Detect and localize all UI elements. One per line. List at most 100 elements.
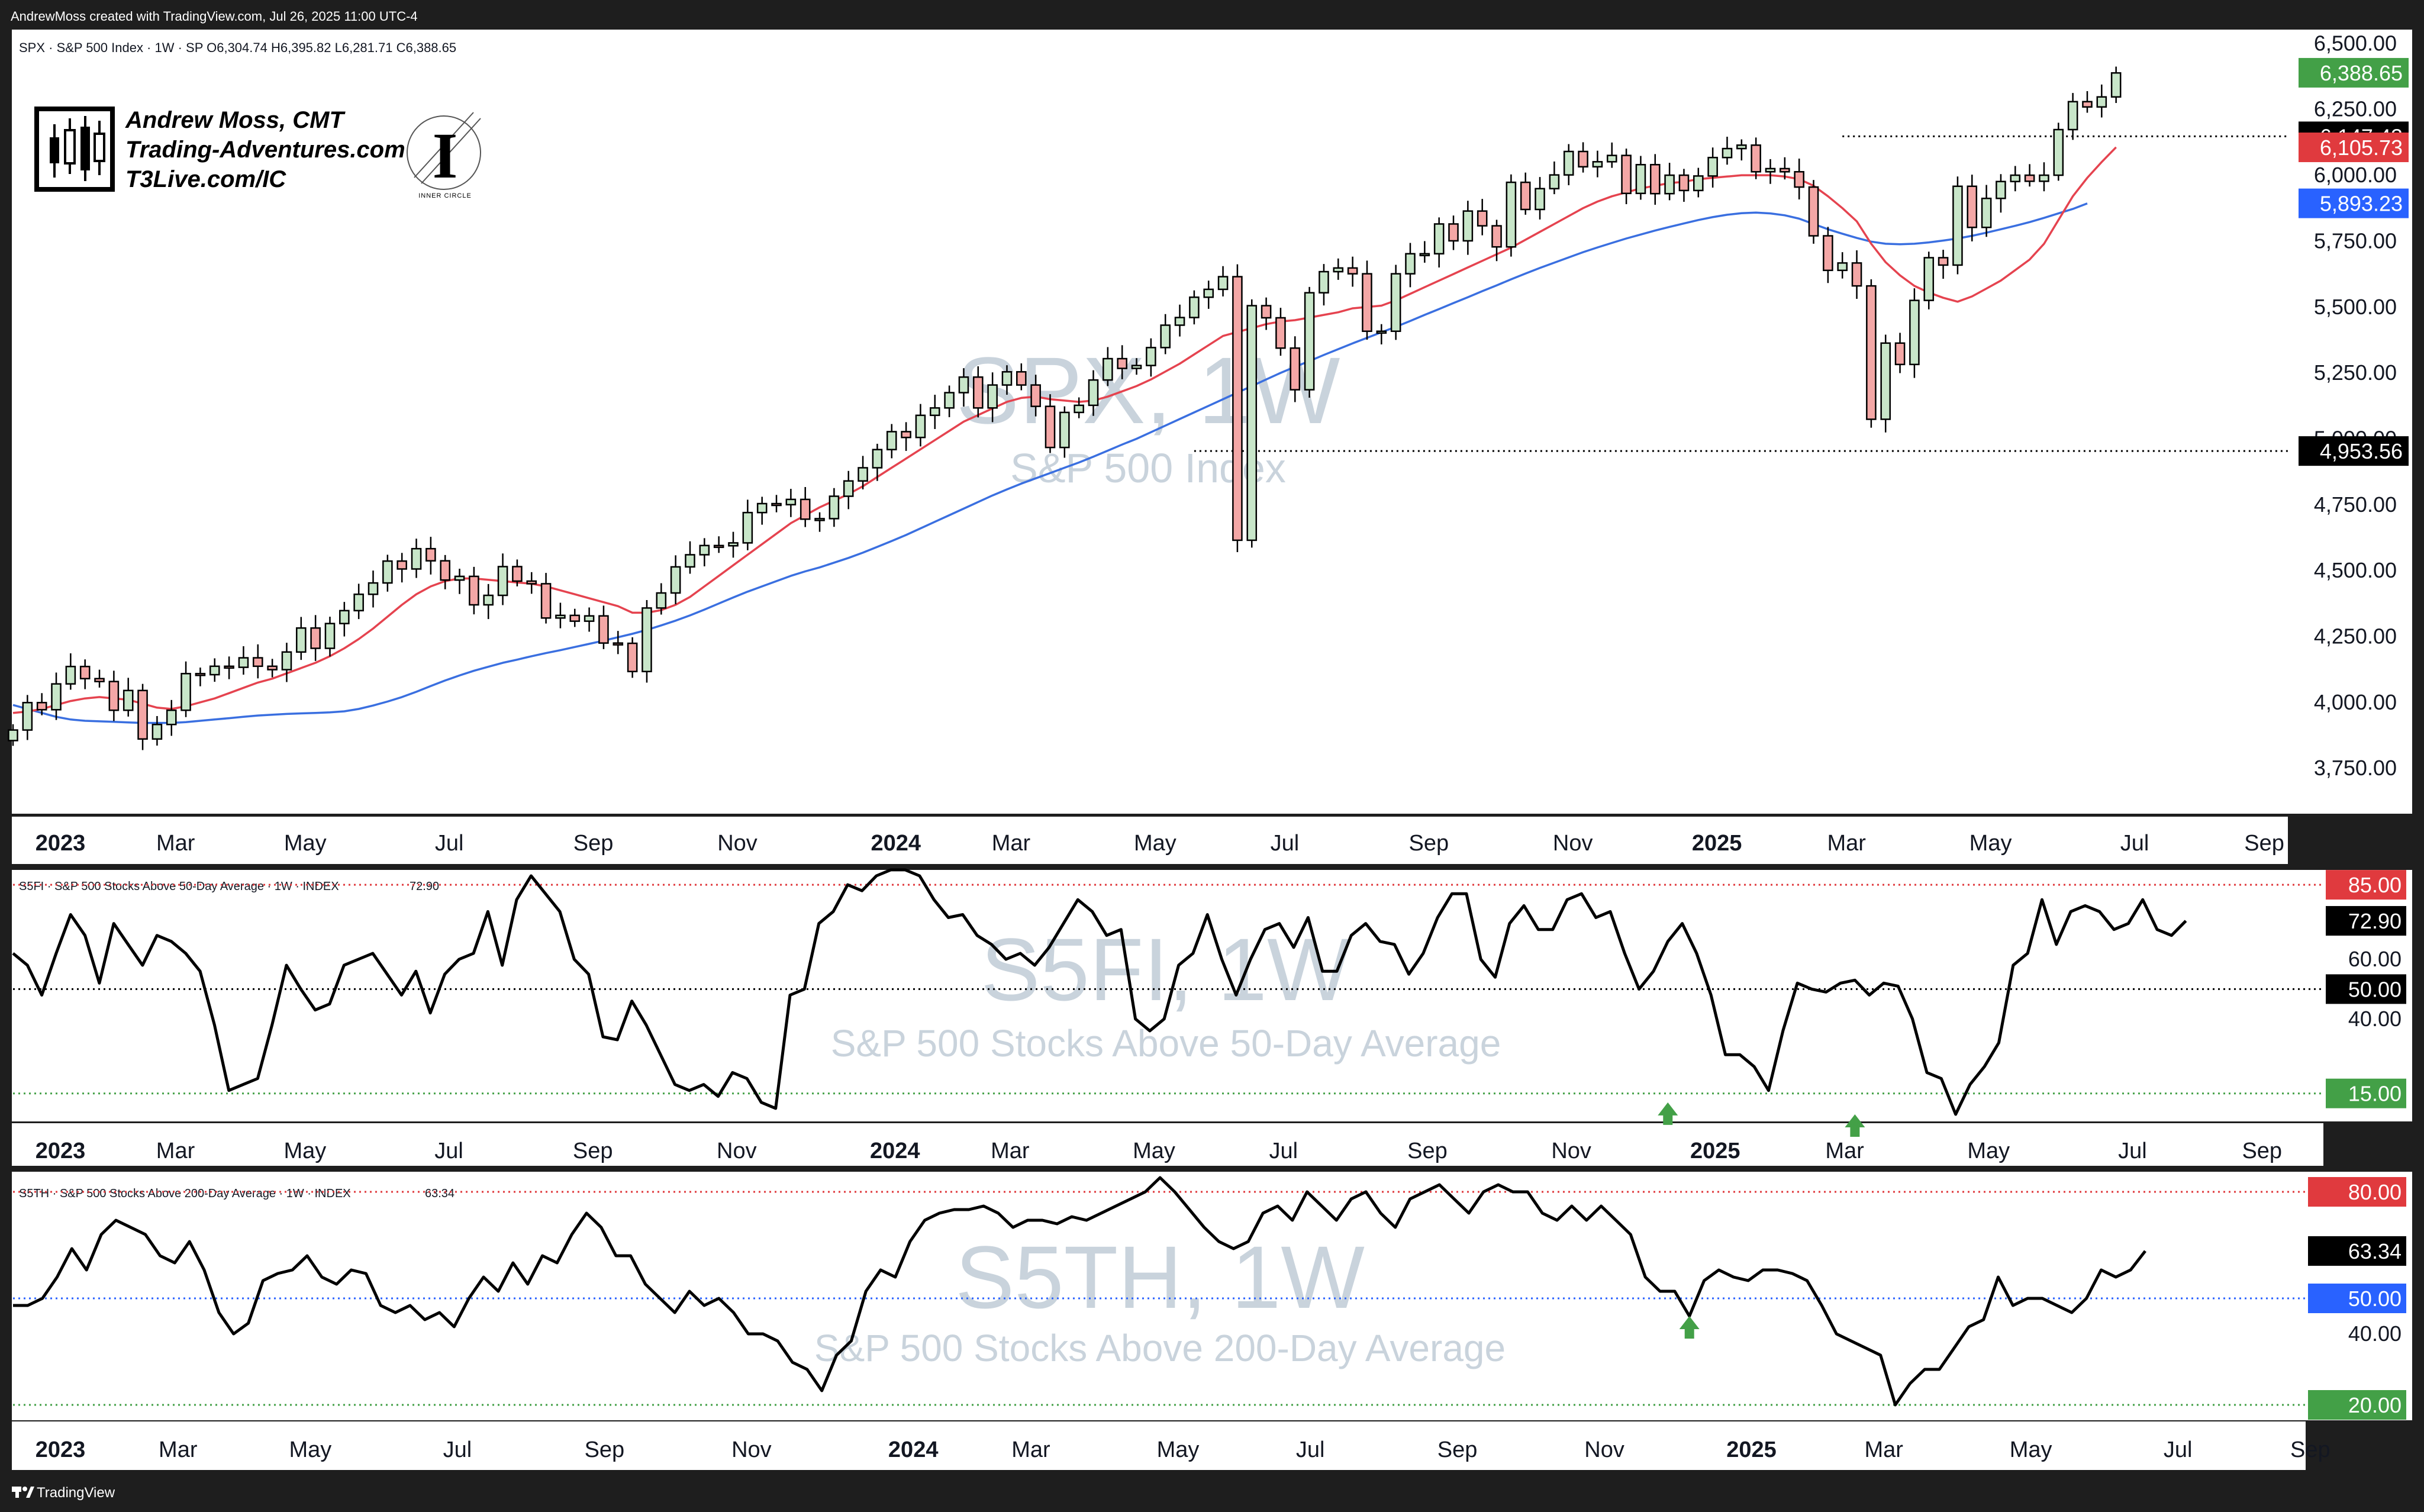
spx-candle-body	[180, 673, 191, 711]
spx-candle-body	[987, 384, 998, 409]
spx-candle	[1578, 142, 1588, 173]
spx-candle	[1506, 174, 1517, 257]
spx-candle-body	[1146, 347, 1156, 366]
spx-candle	[699, 538, 710, 567]
spx-candle	[1319, 264, 1329, 306]
spx-candle	[2067, 93, 2078, 140]
plot-layer: 6,500.00 6,250.00 6,000.00 5,750.00 5,500.00…	[8, 31, 2409, 1462]
spx-candle-body	[1952, 185, 1963, 266]
spx-candle	[209, 658, 220, 682]
spx-candle-body	[224, 665, 234, 669]
spx-candle	[728, 531, 739, 558]
spx-candle	[1217, 266, 1229, 296]
inner-circle-caption: INNER CIRCLE	[418, 192, 472, 199]
spx-candle-body	[324, 623, 336, 649]
spx-candle	[1967, 175, 1978, 241]
spx-candle-body	[555, 614, 566, 619]
branding-site: Trading-Adventures.com	[125, 137, 405, 163]
spx-candle	[1160, 314, 1171, 354]
spx-candle-body	[1736, 144, 1747, 150]
s5th-level-label: 20.00	[2308, 1390, 2406, 1420]
s5th-last-value-label: 63.34	[2308, 1236, 2406, 1266]
spx-candle-body	[2010, 174, 2021, 182]
spx-candle	[526, 572, 537, 594]
spx-candle-body	[1462, 210, 1474, 242]
spx-y-tick-label: 4,250.00	[2314, 624, 2397, 648]
spx-candle-body	[814, 518, 825, 521]
spx-candle	[497, 553, 508, 605]
spx-candle	[2010, 166, 2021, 192]
spx-candle-body	[411, 547, 422, 570]
s5th-line	[13, 1176, 2146, 1407]
spx-candle	[872, 443, 883, 481]
spx-candle	[382, 554, 393, 592]
spx-candle-body	[1174, 317, 1185, 326]
spx-candle-body	[2053, 128, 2064, 176]
x-tick-label: Jul	[2164, 1437, 2193, 1462]
x-tick-label: 2024	[888, 1437, 939, 1462]
x-tick-label: Sep	[2242, 1139, 2282, 1163]
spx-candle-body	[1030, 384, 1041, 407]
x-tick-label: Sep	[2290, 1437, 2330, 1462]
spx-candle	[1635, 156, 1646, 200]
spx-candle-body	[1693, 175, 1704, 192]
branding-block: Andrew Moss, CMT Trading-Adventures.com …	[34, 107, 481, 199]
x-tick-label: Nov	[731, 1437, 772, 1462]
candlestick-logo-icon	[34, 107, 115, 192]
spx-price-label: 6,105.73	[2299, 132, 2409, 162]
spx-candle-body	[771, 502, 782, 507]
spx-candle	[1419, 241, 1430, 263]
x-tick-label: Mar	[1827, 831, 1866, 856]
spx-candle	[1433, 217, 1445, 267]
spx-candle-body	[382, 560, 393, 584]
x-tick-label: Mar	[1011, 1437, 1050, 1462]
spx-candle	[51, 672, 62, 720]
spx-y-tick-label: 4,000.00	[2314, 690, 2397, 714]
chart-attribution: AndrewMoss created with TradingView.com,…	[11, 9, 418, 24]
spx-candle-body	[1837, 262, 1848, 272]
spx-candle-body	[1592, 161, 1603, 168]
x-tick-label: Jul	[2118, 1139, 2147, 1163]
spx-candle	[1794, 158, 1804, 200]
spx-candle	[324, 617, 336, 657]
spx-candle	[1549, 161, 1560, 195]
spx-candle	[1823, 227, 1833, 283]
s5fi-level-label-box	[2326, 974, 2406, 1004]
x-tick-label: 2024	[870, 1139, 920, 1163]
s5fi-pane	[12, 870, 2323, 1121]
spx-candle-body	[1477, 210, 1488, 227]
spx-candle-body	[1131, 365, 1142, 369]
x-tick-label: May	[1967, 1139, 2010, 1163]
spx-candle	[1707, 147, 1718, 188]
spx-candle-body	[339, 610, 350, 624]
spx-candle	[540, 573, 552, 624]
spx-candle	[1376, 324, 1387, 344]
s5fi-watermark: S5FI, 1W	[981, 920, 1351, 1019]
spx-candle-body	[2096, 96, 2107, 108]
spx-candle	[94, 669, 105, 688]
spx-candle-body	[1319, 270, 1329, 294]
spx-candle	[1765, 159, 1776, 184]
spx-candle	[339, 602, 350, 637]
spx-candle	[1996, 174, 2006, 213]
spx-candle	[1304, 286, 1315, 398]
spx-candle-body	[1880, 342, 1891, 420]
spx-candle-body	[152, 724, 163, 740]
s5th-level-label: 50.00	[2308, 1284, 2406, 1313]
spx-candle-body	[22, 702, 33, 731]
spx-candle	[1909, 288, 1920, 378]
spx-candle-body	[1001, 371, 1013, 386]
spx-candle-body	[699, 544, 710, 556]
spx-candle-body	[1866, 285, 1877, 420]
spx-candle-body	[252, 657, 263, 668]
x-tick-label: 2023	[36, 831, 86, 856]
spx-candle	[756, 497, 768, 525]
spx-y-tick-label: 5,250.00	[2314, 360, 2397, 385]
x-tick-label: May	[1970, 831, 2012, 856]
spx-candle	[800, 486, 811, 527]
s5th-symbol-line-group: S5TH · S&P 500 Stocks Above 200-Day Aver…	[19, 1187, 454, 1200]
spx-candle	[22, 695, 33, 740]
spx-candle-body	[1794, 171, 1804, 188]
x-tick-label: Nov	[717, 831, 758, 856]
spx-candle	[1016, 363, 1027, 391]
